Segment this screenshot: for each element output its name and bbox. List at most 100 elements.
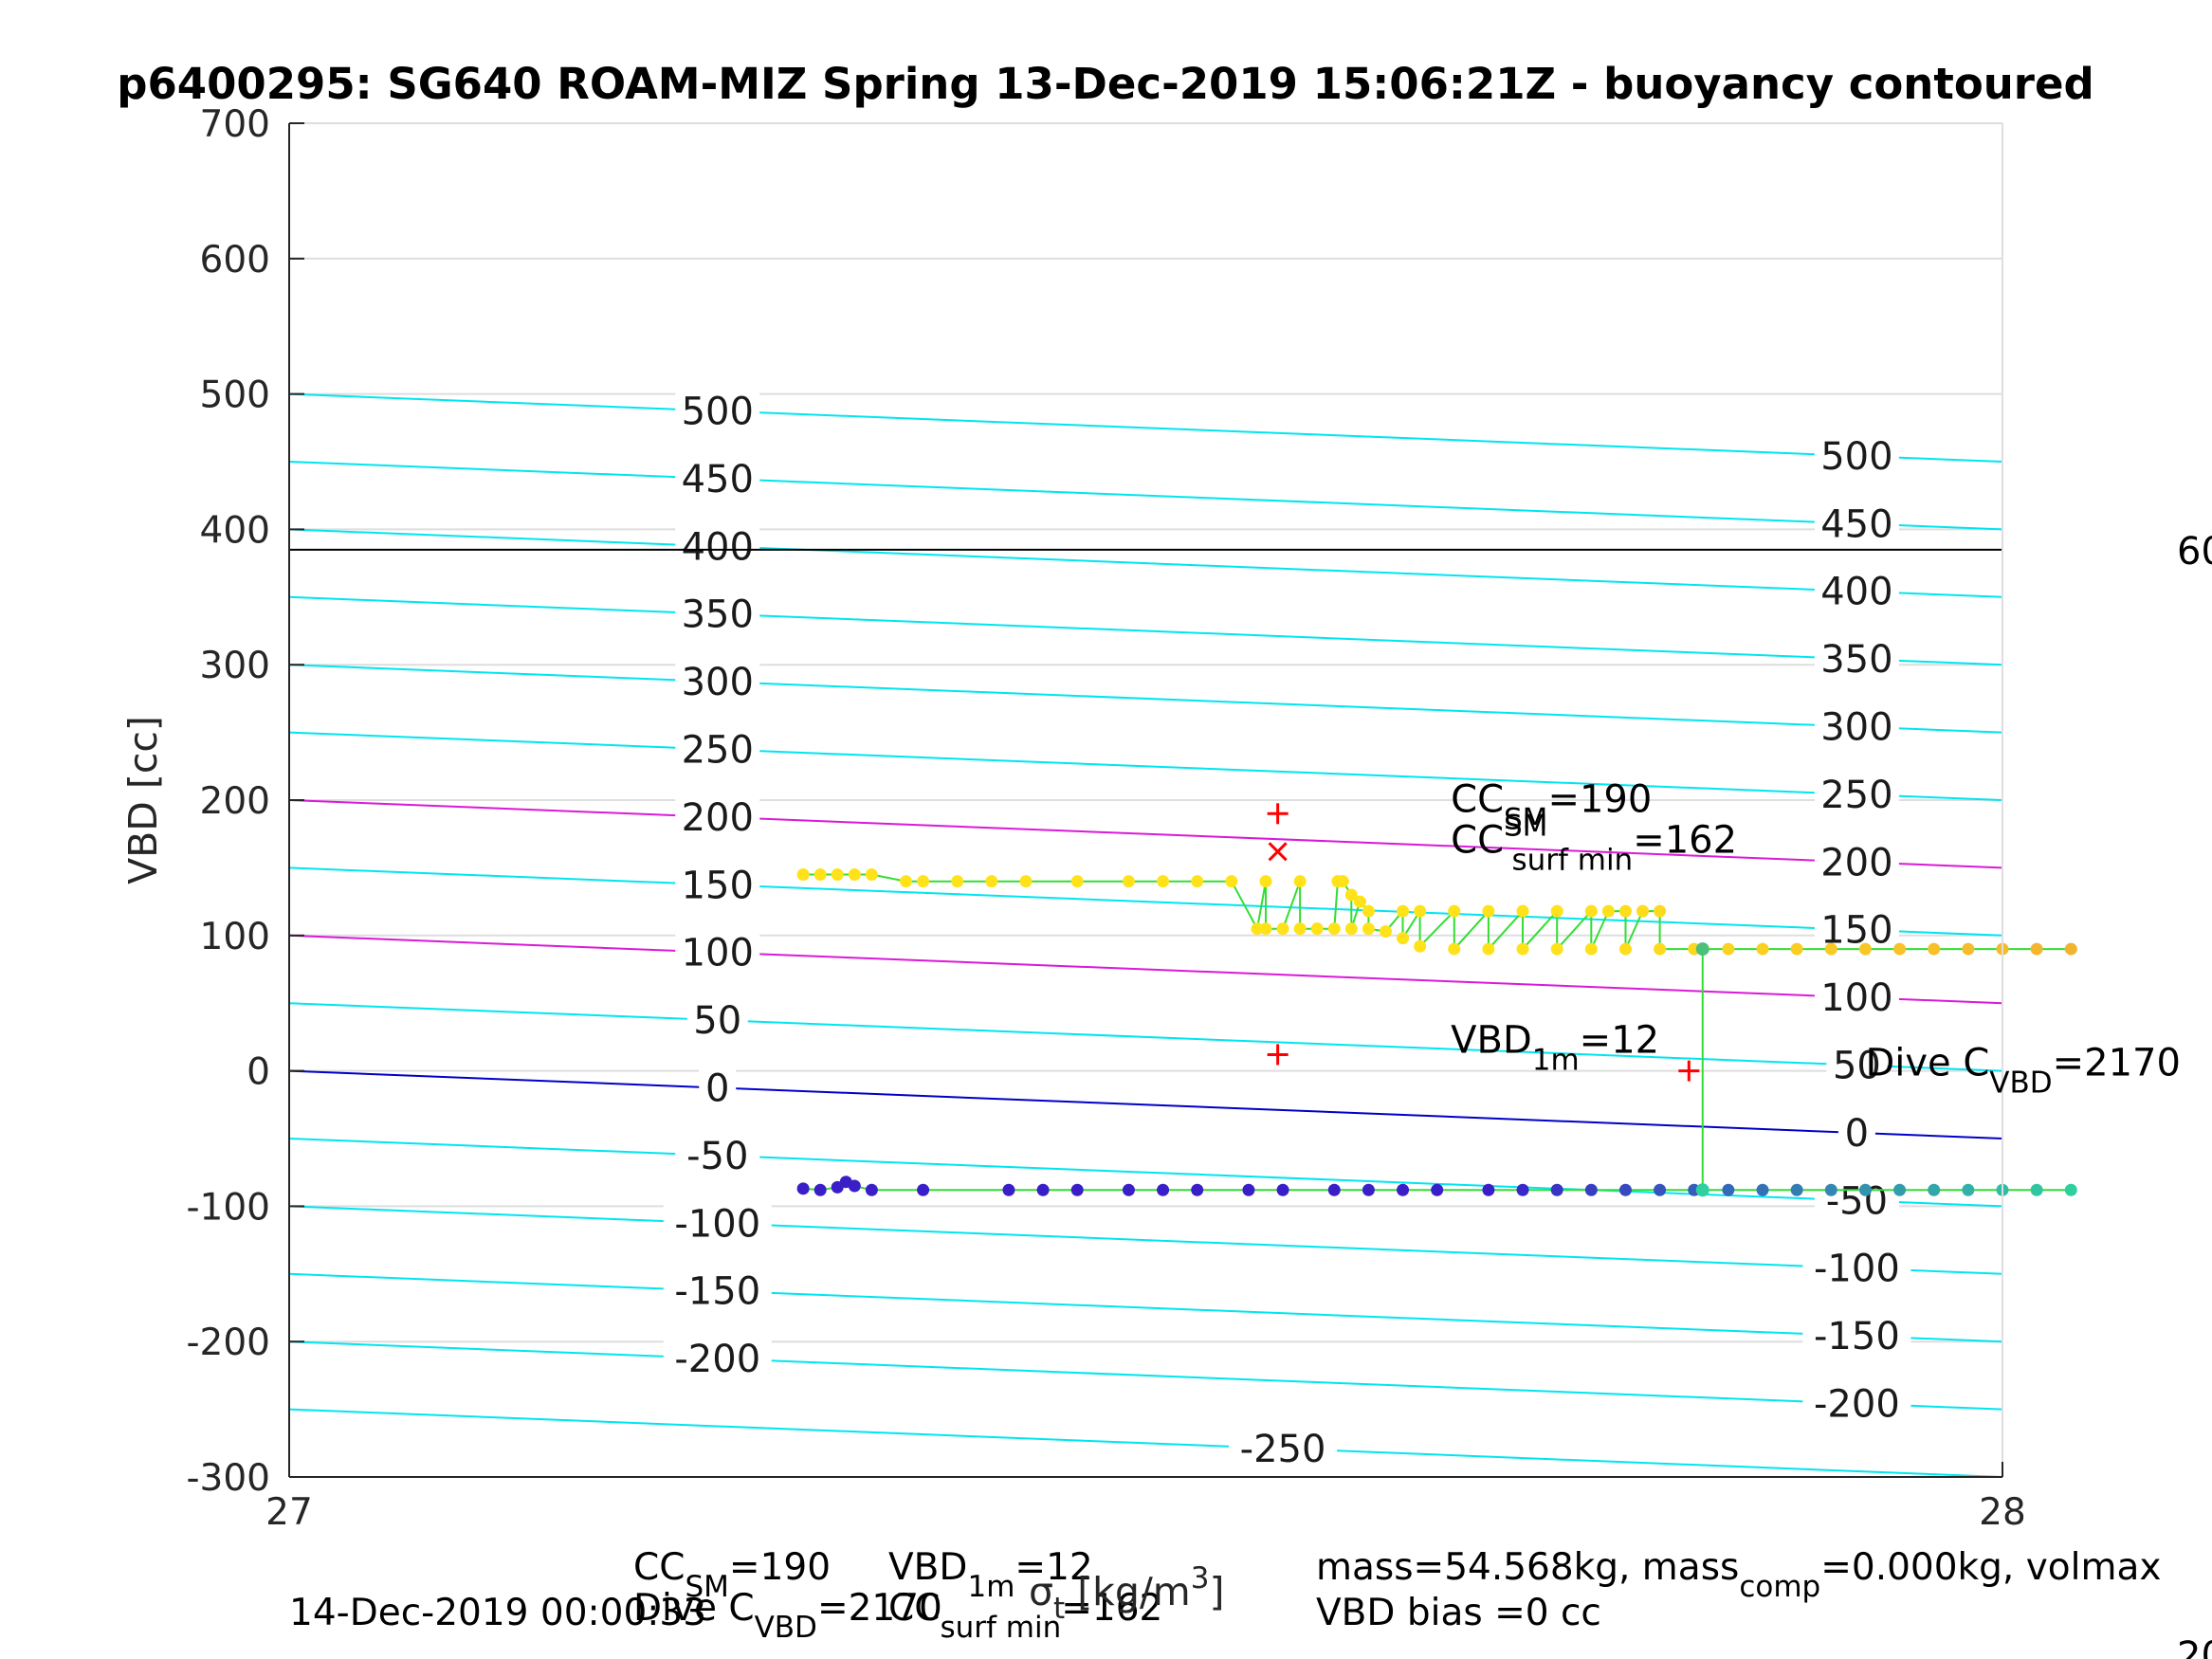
dive-point [1618, 942, 1632, 956]
contour-label-left-bg [675, 793, 760, 840]
climb-point [2030, 1183, 2043, 1196]
y-tick-label: -200 [186, 1322, 270, 1364]
footer-dive-c-rest: =2170 [817, 1587, 942, 1630]
dive-point [1858, 942, 1872, 956]
footer-vbd-1m-sub: 1m [967, 1570, 1015, 1604]
climb-point [917, 1183, 930, 1196]
contour-line [289, 528, 2002, 598]
vbd-1m-annotation-rest: =12 [1580, 1018, 1659, 1062]
climb-point [796, 1182, 810, 1195]
dive-cvbd-annotation-sub: VBD [1989, 1066, 2052, 1101]
climb-point [1928, 1183, 1941, 1196]
marker-d2 [1268, 842, 1288, 862]
dive-point [1336, 875, 1349, 888]
contour-line [289, 461, 2002, 531]
climb-point [1276, 1183, 1289, 1196]
dive-end-point [1695, 942, 1709, 957]
dive-point [1225, 875, 1238, 888]
dive-point [1584, 942, 1598, 956]
contour-label-left: 50 [693, 999, 741, 1043]
contour-label-left: 350 [682, 593, 754, 637]
cc-surfmin-annotation-sub: surf min [1511, 843, 1633, 877]
dive-point [848, 868, 861, 882]
contour-label-left: 450 [682, 458, 754, 501]
dive-point [1722, 942, 1735, 956]
footer-vbd-bias: VBD bias =0 cc [1316, 1592, 1601, 1634]
contour-label-bottom-bg [1229, 1426, 1338, 1472]
cc-surfmin-annotation: CCSM surf min=162 [1451, 809, 1737, 877]
dive-point [1482, 904, 1495, 918]
cc-surfmin-annotation-sup: SM [1504, 809, 1547, 843]
contour-label-left: 200 [682, 796, 754, 840]
dive-point [1191, 875, 1204, 888]
climb-point [1858, 1183, 1872, 1196]
footer-cc-surfmin: CCsurf min=162 [888, 1587, 1162, 1645]
dive-point [1893, 942, 1907, 956]
footer-mass-base: mass=54.568kg, mass [1316, 1546, 1739, 1589]
contour-label-left-bg [675, 523, 760, 570]
footer-dive-c: Dive CVBD=2170 [633, 1587, 942, 1645]
contour-label-right: 250 [1820, 774, 1892, 817]
contour-label-left-bg [675, 388, 760, 434]
dive-point [2064, 942, 2077, 956]
dive-point [1618, 904, 1632, 918]
contour-label-right: -200 [1814, 1383, 1900, 1427]
climb-point [1893, 1183, 1907, 1196]
footer-dive-c-sub: VBD [755, 1611, 817, 1645]
dive-point [1362, 922, 1375, 936]
contour-label-right-bg [1814, 771, 1899, 817]
contour-label-right-bg [1814, 568, 1899, 614]
contour-group [289, 392, 2002, 1477]
contour-line [289, 1340, 2002, 1411]
dive-point [1259, 875, 1272, 888]
contour-label-right-bg [1814, 501, 1899, 547]
contour-label-left-bg [663, 1336, 772, 1382]
contour-line [289, 799, 2002, 869]
dive-point [1353, 895, 1366, 908]
dive-point [1414, 904, 1427, 918]
contour-line [289, 664, 2002, 734]
x-axis-label-end: ] [1209, 1569, 1224, 1614]
y-tick-label: 100 [200, 916, 270, 958]
dive-cvbd-annotation-rest: =2170 [2053, 1042, 2181, 1085]
x-marker [1268, 842, 1288, 862]
contour-label-right: 200 [1820, 841, 1892, 884]
text-layer: p6400295: SG640 ROAM-MIZ Spring 13-Dec-2… [117, 59, 2212, 1659]
dive-point [1397, 904, 1410, 918]
contour-label-right: 50 [1833, 1045, 1881, 1088]
dive-point [1962, 942, 1975, 956]
contour-label-left: 400 [682, 525, 754, 569]
dive-point [1601, 904, 1615, 918]
contour-label-right-bg [1802, 1380, 1911, 1427]
contour-label-bottom: -250 [1240, 1428, 1326, 1471]
footer-cc-sm-base: CC [633, 1546, 685, 1589]
contour-line [289, 1272, 2002, 1343]
dive-point [1636, 904, 1650, 918]
footer-mass-rest: =0.000kg, volmax [1820, 1546, 2161, 1589]
contour-label-right-bg [1814, 839, 1899, 885]
contour-label-right: 0 [1845, 1112, 1869, 1156]
dive-point [814, 868, 827, 882]
vbd-1m-annotation: VBD1m=12 [1451, 1018, 1659, 1077]
contour-line [289, 934, 2002, 1005]
climb-point [1618, 1183, 1632, 1196]
contour-label-right: 450 [1820, 502, 1892, 546]
contour-label-left: 0 [705, 1066, 729, 1110]
x-tick-label: 27 [265, 1491, 313, 1534]
cc-sm-annotation-base: CC [1451, 777, 1504, 821]
climb-point [2064, 1183, 2077, 1196]
dive-point [1379, 925, 1392, 939]
dive-point [1516, 904, 1529, 918]
footer-vbd-1m-rest: =12 [1015, 1546, 1092, 1589]
footer-cc-sm: CCSM=190 [633, 1546, 831, 1604]
climb-point [814, 1183, 827, 1196]
dive-point [951, 875, 964, 888]
climb-point [1242, 1183, 1255, 1196]
footer-cc-sm-rest: =190 [729, 1546, 831, 1589]
cc-surfmin-annotation-base: CC [1451, 818, 1504, 862]
plus-marker [1678, 1060, 1700, 1082]
dive-point [1824, 942, 1837, 956]
contour-label-right: -100 [1814, 1248, 1900, 1291]
contour-label-left-bg [675, 726, 760, 773]
